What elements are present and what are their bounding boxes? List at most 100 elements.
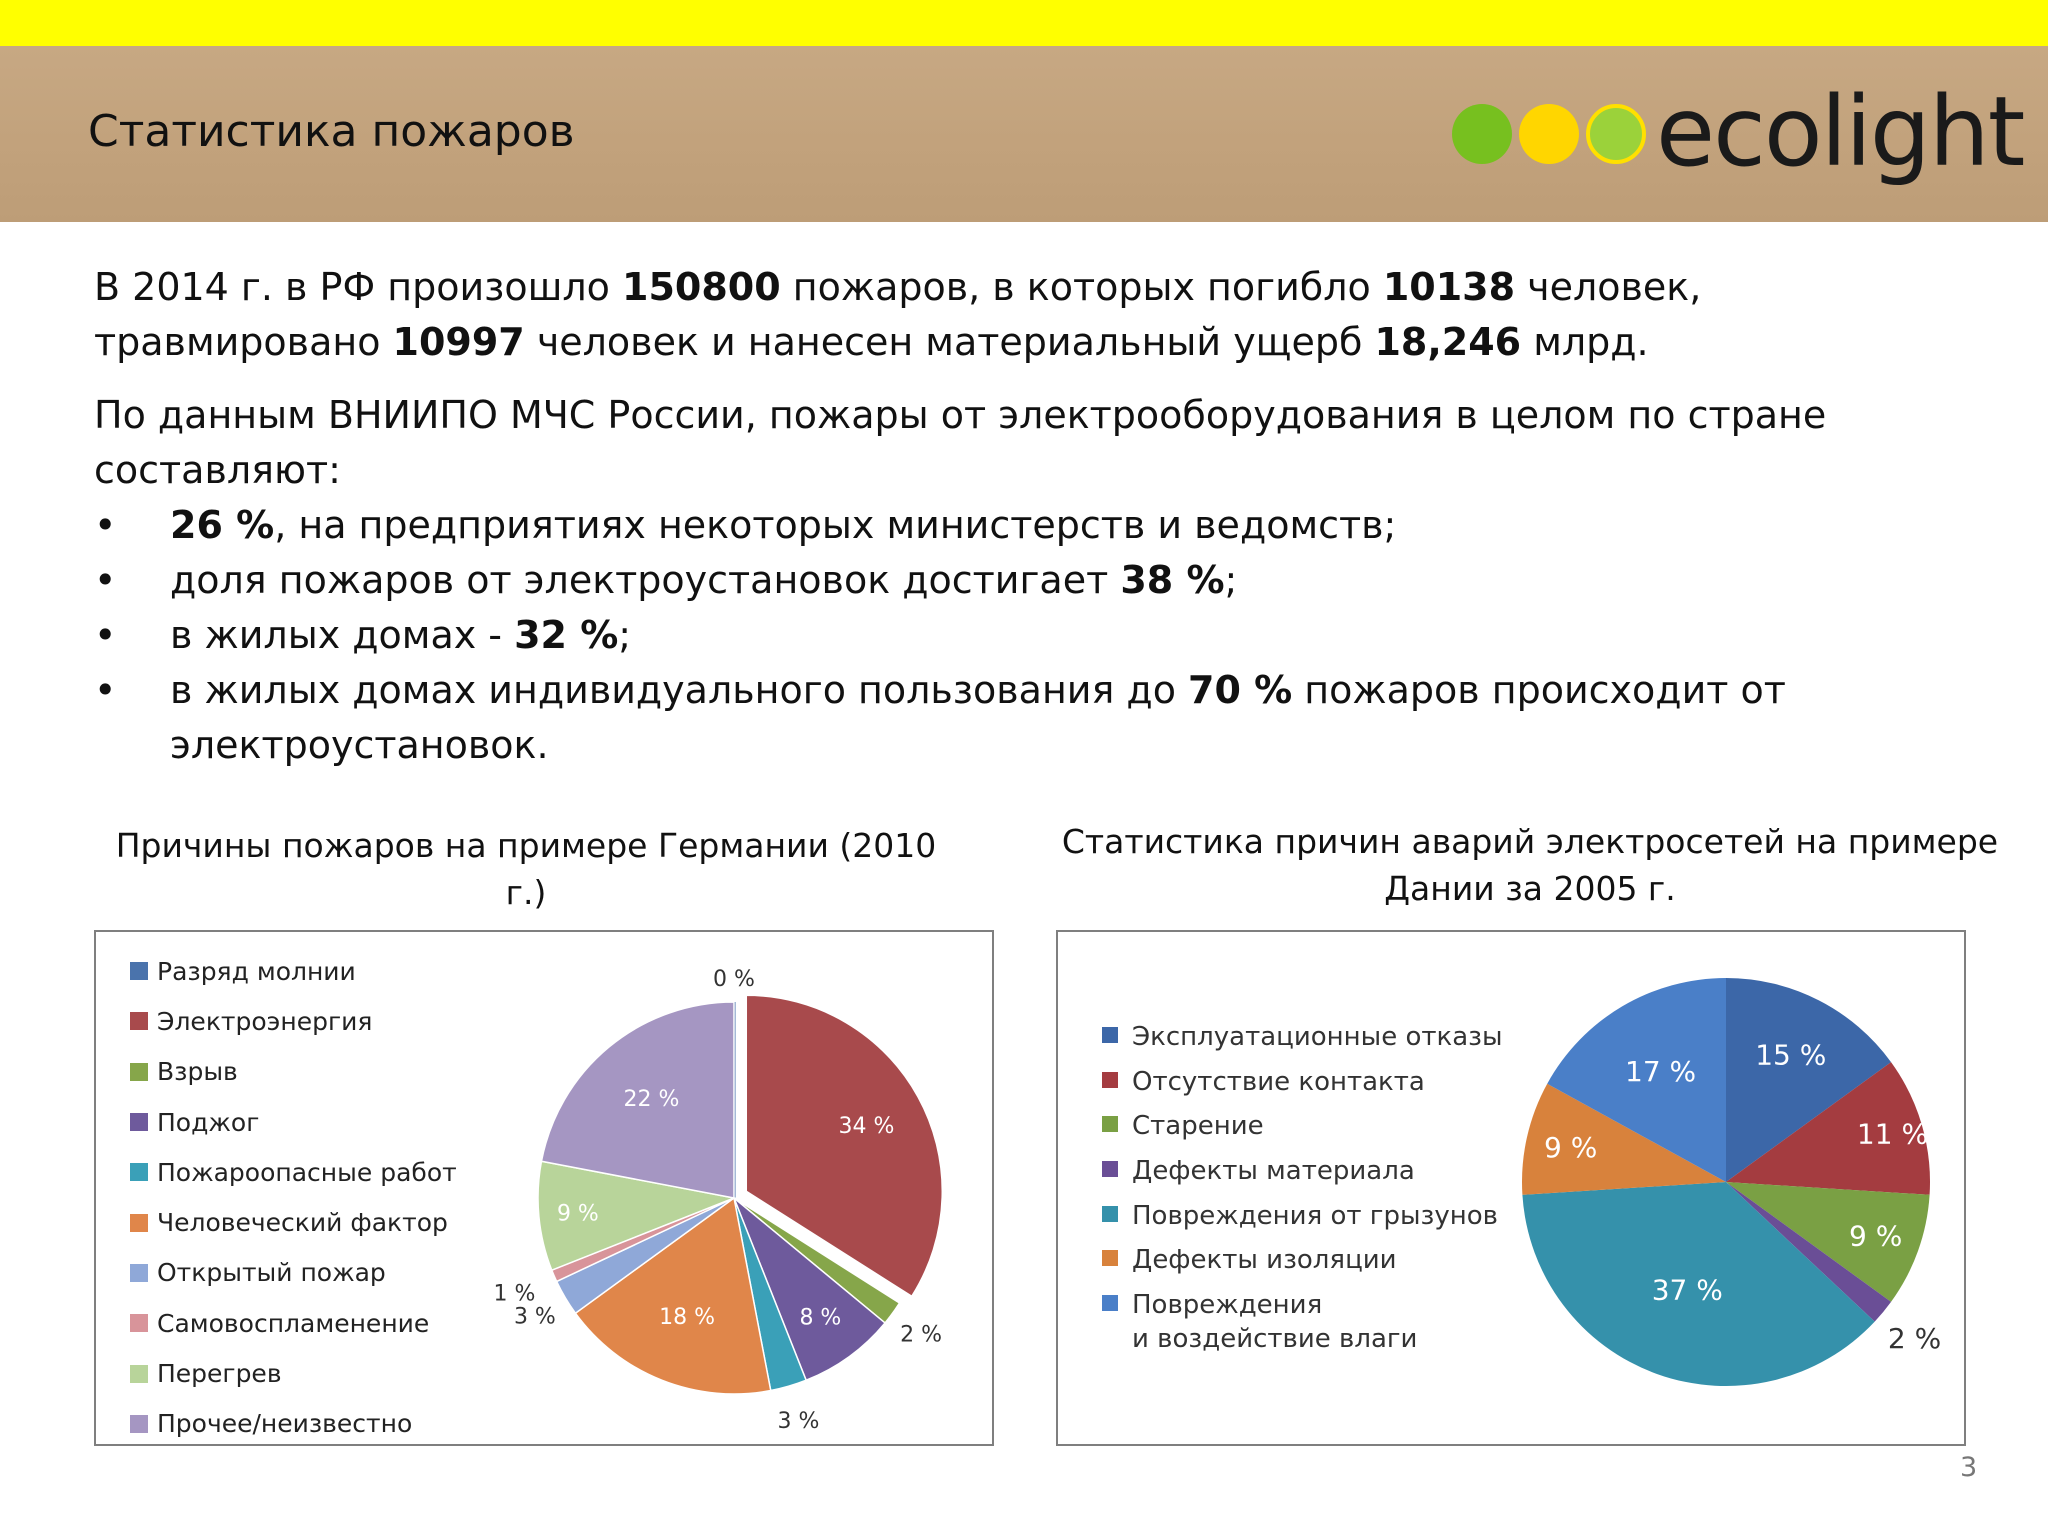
- legend-swatch: [1102, 1250, 1118, 1267]
- logo-wordmark: ecolight: [1656, 76, 2025, 188]
- bullet-value: 38 %: [1120, 558, 1225, 602]
- intro-paragraph-stats: В 2014 г. в РФ произошло 150800 пожаров,…: [94, 260, 1974, 370]
- legend-germany: Разряд молнии Электроэнергия Взрыв Поджог По…: [130, 946, 456, 1449]
- legend-swatch: [130, 1163, 148, 1182]
- top-accent-bar: [0, 0, 2048, 46]
- data-label: 3 %: [778, 1409, 820, 1434]
- text-run: пожаров происходит от электроустановок.: [170, 668, 1786, 767]
- legend-item: Пожароопасные работы: [130, 1147, 456, 1197]
- legend-item: Разряд молнии: [130, 946, 456, 996]
- legend-item: Повреждения и воздействие влаги: [1102, 1280, 1542, 1360]
- legend-swatch: [1102, 1116, 1118, 1133]
- bullet-value: 32 %: [514, 613, 619, 657]
- data-label: 2 %: [1888, 1322, 1941, 1355]
- text-run: человек, травмировано: [94, 265, 1702, 364]
- data-label: 37 %: [1652, 1273, 1723, 1306]
- pie-slice-электроэнергия: [745, 994, 943, 1298]
- data-label: 17 %: [1625, 1055, 1696, 1088]
- pie-slice-дефекты-материала: [1726, 1182, 1892, 1322]
- data-label: 18 %: [659, 1305, 715, 1330]
- text-run: в жилых домах -: [170, 613, 515, 657]
- intro-paragraph-source: По данным ВНИИПО МЧС России, пожары от э…: [94, 393, 1827, 492]
- legend-swatch: [130, 1062, 148, 1081]
- legend-swatch: [130, 1314, 148, 1333]
- legend-swatch: [130, 1263, 148, 1282]
- text-run: человек и нанесен материальный ущерб: [524, 320, 1375, 364]
- legend-label: Отсутствие контакта: [1132, 1066, 1425, 1097]
- legend-label: Электроэнергия: [157, 1006, 373, 1036]
- legend-item: Человеческий фактор: [130, 1197, 456, 1247]
- text-run: ;: [618, 613, 632, 657]
- pie-slice-повреждения-и-воздействие-влаги: [1547, 978, 1726, 1182]
- legend-item: Отсутствие контакта: [1102, 1057, 1542, 1102]
- legend-item: Дефекты материала: [1102, 1146, 1542, 1191]
- text-run: ;: [1224, 558, 1238, 602]
- legend-item: Открытый пожар: [130, 1248, 456, 1298]
- legend-label: Взрыв: [157, 1057, 238, 1087]
- data-label: 0 %: [713, 967, 755, 992]
- bullet-value: 26 %: [170, 503, 275, 547]
- bullet-list: 26 %, на предприятиях некоторых министер…: [94, 498, 1974, 773]
- bullet-item: доля пожаров от электроустановок достига…: [94, 553, 1974, 608]
- data-label: 9 %: [1849, 1220, 1902, 1253]
- legend-label: Прочее/неизвестно: [157, 1409, 413, 1439]
- pie-slice-прочее-неизвестно: [540, 1001, 735, 1199]
- legend-swatch: [130, 1364, 148, 1383]
- pie-denmark: 15 % 11 % 9 % 2 % 37 % 9 % 17 %: [1521, 978, 1941, 1387]
- pie-slice-отсутствие-контакта: [1726, 1062, 1931, 1195]
- injured-count: 10997: [392, 320, 525, 364]
- page-number: 3: [1960, 1452, 1978, 1483]
- pie-slice-старение: [1726, 1182, 1930, 1302]
- bullet-item: в жилых домах индивидуального пользовани…: [94, 663, 1974, 773]
- data-label: 11 %: [1857, 1117, 1928, 1150]
- damage-amount: 18,246: [1374, 320, 1522, 364]
- pie-slice-повреждения-от-грызунов: [1522, 1182, 1875, 1387]
- data-label: 1 %: [494, 1282, 536, 1307]
- legend-swatch: [1102, 1295, 1118, 1312]
- legend-swatch: [130, 1113, 148, 1132]
- data-label: 15 %: [1755, 1039, 1826, 1072]
- legend-item: Взрыв: [130, 1047, 456, 1097]
- pie-slice-дефекты-изоляции: [1521, 1083, 1726, 1195]
- data-label: 8 %: [799, 1306, 841, 1331]
- data-label: 22 %: [624, 1087, 680, 1112]
- legend-swatch: [130, 962, 148, 981]
- logo-green-dot-icon: [1452, 104, 1512, 164]
- bullet-value: 70 %: [1188, 668, 1293, 712]
- data-label: 34 %: [839, 1114, 895, 1139]
- legend-label: Старение: [1132, 1111, 1264, 1142]
- text-run: В 2014 г. в РФ произошло: [94, 265, 622, 309]
- pie-slice-эксплуатационные-отказы: [1726, 978, 1892, 1182]
- pie-slice-поджог: [733, 1197, 887, 1382]
- chart-title-germany: Причины пожаров на примере Германии (201…: [115, 826, 937, 912]
- pie-germany: 0 %34 %2 %8 %3 %18 %3 %1 %9 %22 %: [494, 967, 943, 1434]
- legend-label: Открытый пожар: [157, 1258, 386, 1288]
- text-run: пожаров, в которых погибло: [780, 265, 1383, 309]
- slide-header: Статистика пожаров ecolight: [0, 46, 2048, 222]
- chart-germany: Разряд молнии Электроэнергия Взрыв Поджог По…: [94, 930, 994, 1446]
- data-label: 9 %: [1544, 1131, 1597, 1164]
- chart-denmark: Эксплуатационные отказы Отсутствие контак…: [1056, 930, 1966, 1446]
- logo-yellow-dot-icon: [1519, 104, 1579, 164]
- text-run: в жилых домах индивидуального пользовани…: [170, 668, 1189, 712]
- legend-label: Повреждения и воздействие влаги: [1132, 1290, 1418, 1355]
- legend-swatch: [1102, 1205, 1118, 1222]
- intro-text: В 2014 г. в РФ произошло 150800 пожаров,…: [94, 260, 1974, 773]
- slide-title: Статистика пожаров: [88, 106, 575, 157]
- bullet-item: 26 %, на предприятиях некоторых министер…: [94, 498, 1974, 553]
- chart-title-denmark: Статистика причин аварий электросетей на…: [1061, 822, 1999, 908]
- legend-swatch: [1102, 1071, 1118, 1088]
- legend-item: Прочее/неизвестно: [130, 1399, 456, 1449]
- logo-grass-dot-icon: [1586, 104, 1646, 164]
- legend-label: Дефекты материала: [1132, 1156, 1415, 1187]
- data-label: 9 %: [557, 1202, 599, 1227]
- legend-label: Дефекты изоляции: [1132, 1245, 1397, 1276]
- legend-label: Человеческий фактор: [157, 1208, 448, 1238]
- pie-slice-перегрев: [537, 1160, 737, 1272]
- legend-swatch: [130, 1213, 148, 1232]
- legend-item: Эксплуатационные отказы: [1102, 1012, 1542, 1057]
- legend-swatch: [130, 1012, 148, 1031]
- legend-label: Повреждения от грызунов: [1132, 1200, 1498, 1231]
- fires-count: 150800: [622, 265, 781, 309]
- text-run: , на предприятиях некоторых министерств …: [274, 503, 1397, 547]
